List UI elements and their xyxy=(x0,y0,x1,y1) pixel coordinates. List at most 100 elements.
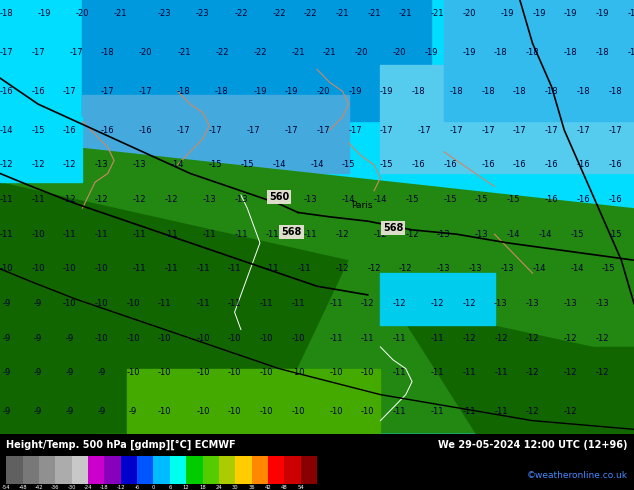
Text: -11: -11 xyxy=(462,408,476,416)
Text: -10: -10 xyxy=(196,408,210,416)
Text: -21: -21 xyxy=(177,48,191,56)
Bar xyxy=(82,0,431,122)
Text: -12: -12 xyxy=(335,230,349,239)
Text: -11: -11 xyxy=(430,368,444,377)
Text: -15: -15 xyxy=(31,125,45,135)
Text: -11: -11 xyxy=(202,230,216,239)
Text: -18: -18 xyxy=(564,48,578,56)
Text: -12: -12 xyxy=(399,265,413,273)
Bar xyxy=(121,456,137,484)
Text: -15: -15 xyxy=(475,195,489,204)
Text: -11: -11 xyxy=(329,334,343,343)
Text: -11: -11 xyxy=(361,334,375,343)
Bar xyxy=(88,456,105,484)
Text: -11: -11 xyxy=(259,299,273,308)
Text: -16: -16 xyxy=(101,125,115,135)
Text: -16: -16 xyxy=(576,160,590,169)
Text: -10: -10 xyxy=(361,368,375,377)
Polygon shape xyxy=(0,139,634,434)
Text: -11: -11 xyxy=(228,265,242,273)
Text: -12: -12 xyxy=(462,334,476,343)
Bar xyxy=(82,96,349,173)
Text: -9: -9 xyxy=(34,299,42,308)
Text: -16: -16 xyxy=(63,125,77,135)
Text: 568: 568 xyxy=(383,222,403,233)
Text: Paris: Paris xyxy=(351,201,372,211)
Text: -9: -9 xyxy=(129,408,138,416)
Text: -12: -12 xyxy=(526,334,540,343)
Text: -17: -17 xyxy=(380,125,394,135)
Text: -19: -19 xyxy=(462,48,476,56)
Text: -12: -12 xyxy=(494,334,508,343)
Text: -13: -13 xyxy=(475,230,489,239)
Text: -12: -12 xyxy=(0,160,13,169)
Bar xyxy=(301,456,317,484)
Text: -10: -10 xyxy=(126,299,140,308)
Text: -11: -11 xyxy=(392,334,406,343)
Text: -11: -11 xyxy=(392,408,406,416)
Text: -30: -30 xyxy=(67,485,76,490)
Text: -10: -10 xyxy=(228,334,242,343)
Text: -17: -17 xyxy=(316,125,330,135)
Polygon shape xyxy=(0,182,349,434)
Text: -16: -16 xyxy=(443,160,457,169)
Bar xyxy=(153,456,170,484)
Text: -18: -18 xyxy=(526,48,540,56)
Bar xyxy=(23,456,39,484)
Text: -16: -16 xyxy=(608,195,622,204)
Text: -11: -11 xyxy=(133,265,146,273)
Text: -10: -10 xyxy=(291,334,305,343)
Text: -21: -21 xyxy=(335,8,349,18)
Text: 54: 54 xyxy=(297,485,304,490)
Text: -16: -16 xyxy=(481,160,495,169)
Text: -11: -11 xyxy=(392,368,406,377)
Text: -19: -19 xyxy=(37,8,51,18)
Text: -21: -21 xyxy=(430,8,444,18)
Text: -18: -18 xyxy=(100,485,109,490)
Bar xyxy=(186,456,202,484)
Text: -23: -23 xyxy=(196,8,210,18)
Text: -10: -10 xyxy=(158,408,172,416)
Bar xyxy=(137,456,153,484)
Text: -16: -16 xyxy=(411,160,425,169)
Text: -18: -18 xyxy=(627,8,634,18)
Text: -11: -11 xyxy=(291,299,305,308)
Text: -15: -15 xyxy=(209,160,223,169)
Text: -19: -19 xyxy=(253,87,267,96)
Text: -20: -20 xyxy=(392,48,406,56)
Text: -9: -9 xyxy=(65,334,74,343)
Text: -9: -9 xyxy=(2,299,11,308)
Text: -17: -17 xyxy=(0,48,13,56)
Text: -11: -11 xyxy=(234,230,248,239)
Text: -6: -6 xyxy=(134,485,139,490)
Text: -9: -9 xyxy=(34,334,42,343)
Text: -18: -18 xyxy=(513,87,527,96)
Text: -17: -17 xyxy=(348,125,362,135)
Bar xyxy=(39,456,55,484)
Text: -12: -12 xyxy=(526,408,540,416)
Text: -9: -9 xyxy=(97,408,106,416)
Bar xyxy=(284,456,301,484)
Text: -13: -13 xyxy=(437,230,451,239)
Text: -19: -19 xyxy=(380,87,394,96)
Text: -18: -18 xyxy=(608,87,622,96)
Text: -11: -11 xyxy=(430,408,444,416)
Bar xyxy=(170,456,186,484)
Text: -14: -14 xyxy=(373,195,387,204)
Text: -12: -12 xyxy=(462,299,476,308)
Text: -11: -11 xyxy=(494,368,508,377)
Bar xyxy=(72,456,88,484)
Text: -10: -10 xyxy=(291,408,305,416)
Text: -11: -11 xyxy=(494,408,508,416)
Text: -20: -20 xyxy=(75,8,89,18)
Text: -11: -11 xyxy=(304,230,318,239)
Bar xyxy=(252,456,268,484)
Text: -10: -10 xyxy=(0,265,13,273)
Text: 0: 0 xyxy=(152,485,155,490)
Text: -13: -13 xyxy=(595,299,609,308)
Text: -15: -15 xyxy=(405,195,419,204)
Text: -20: -20 xyxy=(316,87,330,96)
Text: -11: -11 xyxy=(164,230,178,239)
Text: -14: -14 xyxy=(570,265,584,273)
Text: -12: -12 xyxy=(595,368,609,377)
